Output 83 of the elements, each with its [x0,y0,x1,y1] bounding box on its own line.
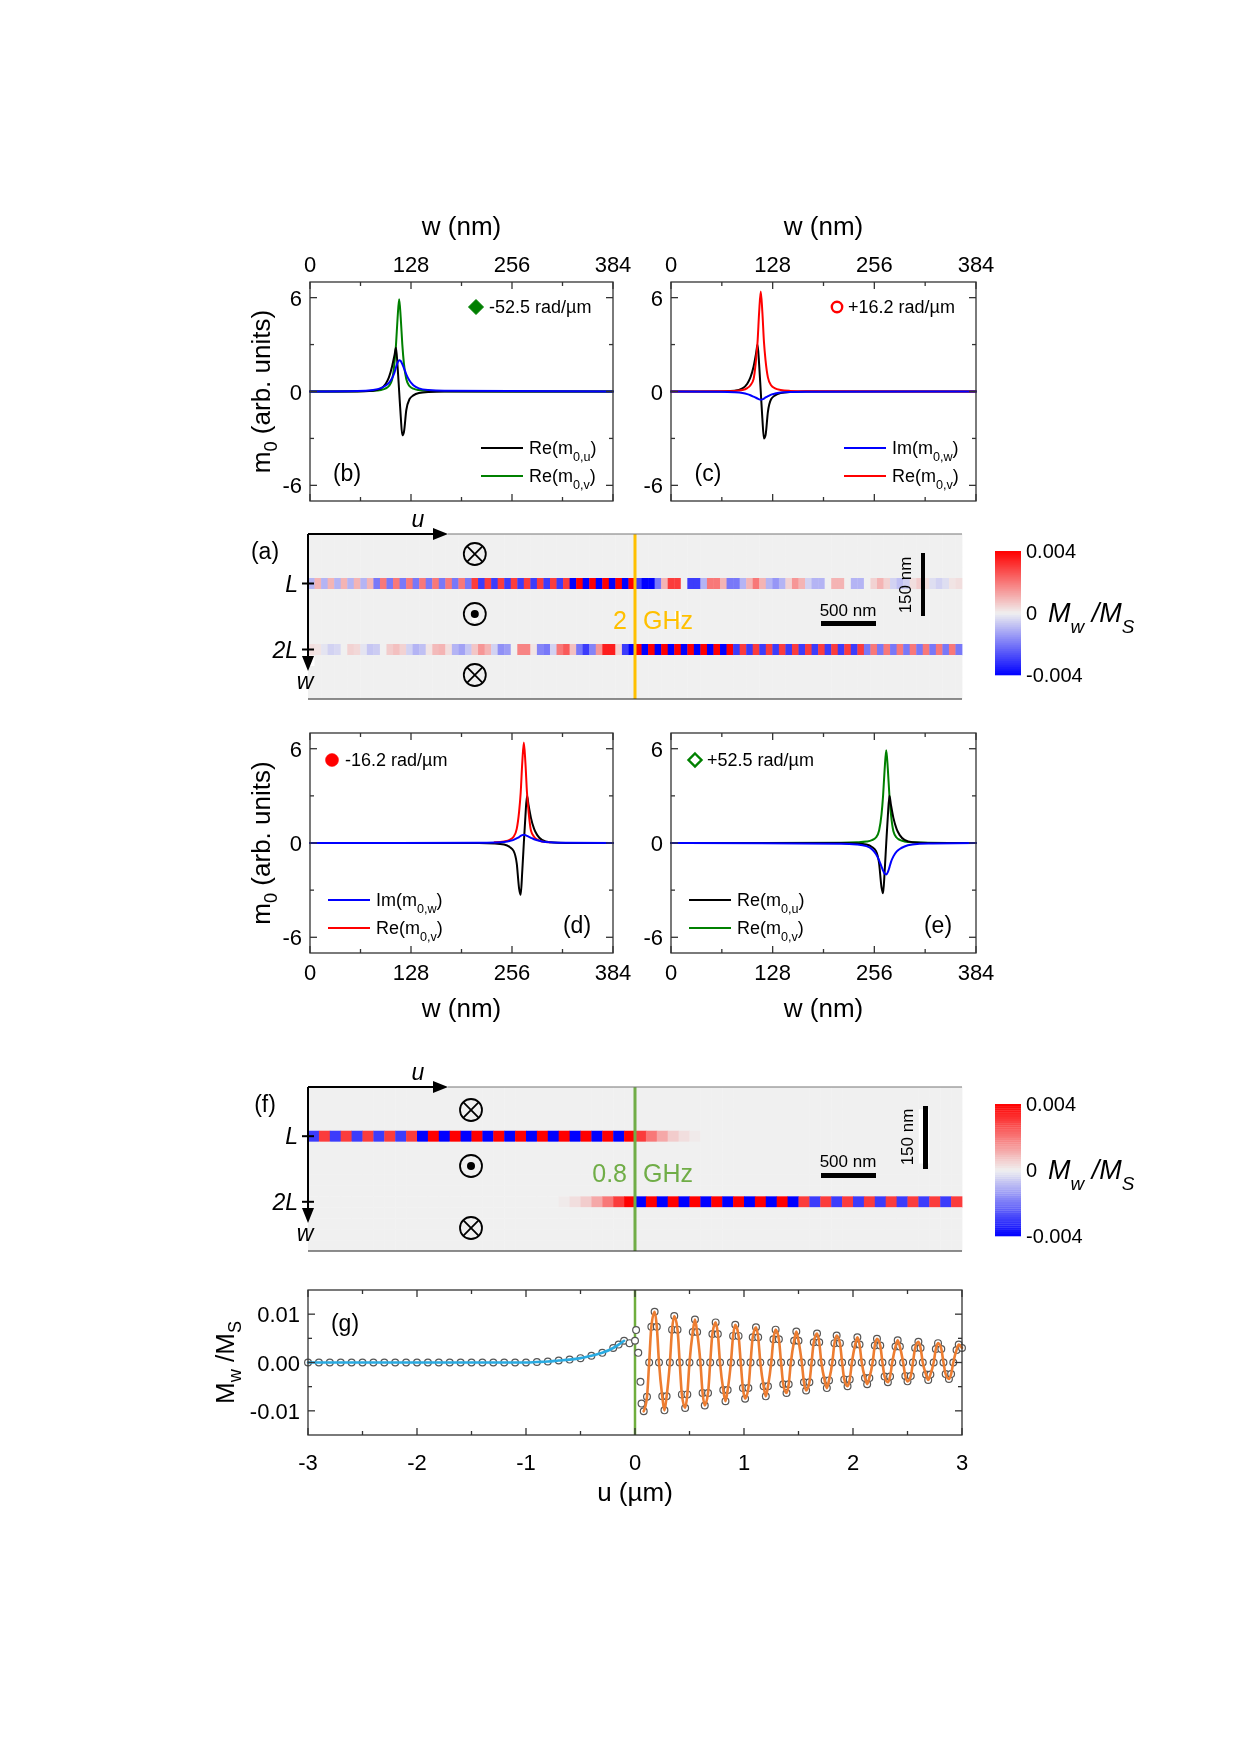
y-tick-label: -6 [643,473,663,499]
x-tick-label: 2 [846,1450,860,1475]
color-bar-title: M$_{w}$ /M$_{S}$ [1048,1155,1135,1194]
x-axis-title: w (nm) [420,211,502,241]
y-tick-label: 6 [289,285,302,311]
line-series [309,346,614,437]
color-bar-label: 0 [1026,1159,1038,1181]
x-axis-title: u [411,506,425,532]
legend-label: Im(m$_{0,w}$) [892,438,959,464]
annotation: (e) [923,912,953,938]
x-tick-label: 128 [754,252,792,277]
x-tick-label: -1 [516,1450,536,1475]
annotation: 500 nm [819,1152,877,1171]
y-tick-label: 0.01 [257,1302,300,1328]
y-tick-label: L [285,570,298,597]
annotation: (g) [330,1310,360,1336]
x-tick-label: 384 [957,252,995,277]
x-tick-label: 384 [957,960,995,985]
y-tick-label: 0 [289,831,302,856]
y-tick-label: -6 [643,925,663,951]
legend-label: Re(m$_{0,v}$) [529,466,596,492]
x-axis-title: w (nm) [420,993,502,1023]
legend-label: Re(m$_{0,u}$) [529,438,597,464]
x-tick-label: 256 [855,960,893,985]
x-tick-label: 384 [594,960,632,985]
x-tick-label: 3 [955,1450,969,1475]
annotation: -16.2 rad/µm [345,750,448,770]
text: (f) [254,1091,276,1117]
line-series [670,290,977,393]
legend-label: Re(m$_{0,v}$) [892,466,959,492]
x-tick-label: 1 [737,1450,751,1475]
x-tick-label: 256 [493,960,531,985]
y-tick-label: -0.01 [249,1398,300,1424]
y-axis-title: w [296,668,315,694]
legend-label: Re(m$_{0,v}$) [376,918,443,944]
annotation: +52.5 rad/µm [707,750,814,770]
legend-label: Im(m$_{0,w}$) [376,890,443,916]
x-tick-label: 128 [392,960,430,985]
line-series [309,359,614,393]
annotation: +16.2 rad/µm [848,297,955,317]
annotation: 150 nm [895,556,915,614]
y-axis-title: w [296,1220,315,1246]
color-bar-label: -0.004 [1026,664,1083,686]
x-axis-title: w (nm) [782,993,864,1023]
text: (a) [250,538,280,564]
x-axis-title: u [411,1059,425,1085]
annotation: -52.5 rad/µm [489,297,592,317]
annotation: (b) [332,460,362,486]
ref-line-label: 0.8 GHz [592,1159,693,1187]
x-axis-title: u (µm) [597,1477,673,1507]
color-bar-label: 0.004 [1026,1093,1077,1115]
x-tick-label: 256 [493,252,531,277]
x-tick-label: 384 [594,252,632,277]
y-tick-label: 0 [650,831,663,856]
x-tick-label: 128 [392,252,430,277]
y-tick-label: 2L [271,1188,298,1215]
y-tick-label: -6 [282,925,302,951]
color-bar-title: M$_{w}$ /M$_{S}$ [1048,598,1135,637]
y-tick-label: 6 [650,285,663,311]
y-tick-label: 0 [650,379,663,405]
y-tick-label: L [285,1123,298,1150]
y-tick-label: 6 [650,736,663,762]
annotation: 150 nm [897,1108,917,1166]
x-axis-title: w (nm) [782,211,864,241]
x-tick-label: -3 [298,1450,318,1475]
color-bar-label: 0.004 [1026,540,1077,562]
annotation: (d) [562,912,592,938]
legend-label: Re(m$_{0,v}$) [737,918,804,944]
ref-line-label: 2 GHz [613,606,693,634]
y-tick-label: 0 [289,379,302,405]
y-tick-label: -6 [282,473,302,499]
y-tick-label: 6 [289,736,302,762]
annotation: (c) [694,460,722,486]
legend-label: Re(m$_{0,u}$) [737,890,805,916]
annotation: 500 nm [819,601,877,620]
line-series [670,390,977,401]
x-tick-label: 128 [754,960,792,985]
x-tick-label: -2 [407,1450,427,1475]
y-tick-label: 0.00 [257,1350,300,1376]
color-bar-label: 0 [1026,602,1038,624]
color-bar-label: -0.004 [1026,1225,1083,1247]
y-tick-label: 2L [271,636,298,663]
x-tick-label: 256 [855,252,893,277]
